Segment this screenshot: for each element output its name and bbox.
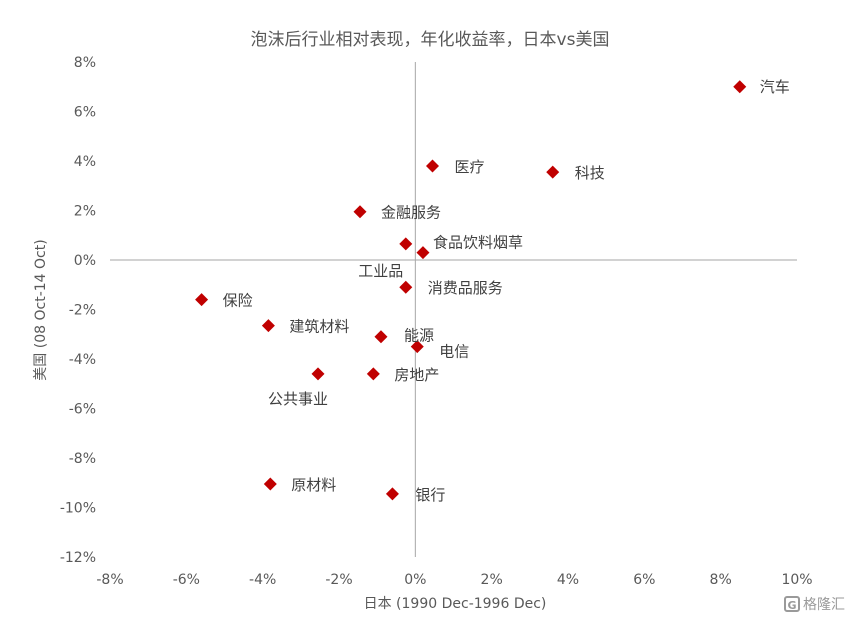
point-label: 金融服务 [381, 204, 441, 222]
x-tick-label: -8% [96, 572, 123, 588]
data-point [399, 237, 413, 251]
data-point [311, 367, 325, 381]
y-tick-label: 6% [74, 105, 96, 121]
point-label: 电信 [439, 343, 469, 361]
x-tick-labels: -8% -6% -4% -2% 0% 2% 4% 6% 8% 10% [96, 572, 812, 588]
x-tick-label: 6% [633, 572, 655, 588]
y-tick-label: 2% [74, 204, 96, 220]
point-label: 银行 [415, 486, 445, 504]
point-label: 能源 [404, 327, 434, 345]
data-point [385, 487, 399, 501]
y-tick-label: -2% [69, 303, 96, 319]
data-point [195, 293, 209, 307]
point-label: 房地产 [394, 366, 439, 384]
y-tick-label: 4% [74, 154, 96, 170]
y-tick-label: -10% [60, 501, 96, 517]
watermark-text: 格隆汇 [803, 597, 845, 613]
y-tick-label: 0% [74, 253, 96, 269]
watermark: G 格隆汇 [784, 594, 845, 614]
point-label: 科技 [575, 164, 605, 182]
point-label: 原材料 [291, 476, 336, 494]
data-point [416, 246, 430, 260]
point-label: 消费品服务 [428, 279, 503, 297]
x-tick-label: 8% [710, 572, 732, 588]
point-label: 公共事业 [268, 390, 328, 408]
y-tick-label: -4% [69, 352, 96, 368]
axes [110, 62, 797, 557]
x-tick-label: -2% [325, 572, 352, 588]
data-point [261, 319, 275, 333]
chart-title: 泡沫后行业相对表现，年化收益率，日本vs美国 [251, 30, 610, 50]
y-tick-labels: 8% 6% 4% 2% 0% -2% -4% -6% -8% -10% -12% [60, 55, 96, 566]
data-point [263, 477, 277, 491]
point-label: 工业品 [358, 262, 403, 280]
data-point [399, 280, 413, 294]
data-point [733, 80, 747, 94]
point-label: 保险 [223, 292, 253, 310]
y-tick-label: 8% [74, 55, 96, 71]
data-point [546, 165, 560, 179]
point-label: 医疗 [455, 158, 485, 176]
data-point [366, 367, 380, 381]
data-point [353, 205, 367, 219]
data-point [426, 159, 440, 173]
y-tick-label: -12% [60, 550, 96, 566]
point-label: 汽车 [760, 78, 790, 96]
x-tick-label: 0% [404, 572, 426, 588]
x-tick-label: -4% [249, 572, 276, 588]
x-tick-label: 4% [557, 572, 579, 588]
x-axis-label: 日本 (1990 Dec-1996 Dec) [364, 596, 547, 612]
data-point [410, 340, 424, 354]
y-tick-label: -8% [69, 451, 96, 467]
data-point [374, 330, 388, 344]
point-label: 建筑材料 [289, 318, 349, 336]
data-points [195, 80, 747, 501]
y-axis-label: 美国 (08 Oct-14 Oct) [33, 239, 49, 380]
x-tick-label: 2% [481, 572, 503, 588]
point-label: 食品饮料烟草 [433, 234, 523, 252]
gelonghui-logo-icon: G [784, 596, 800, 612]
y-tick-label: -6% [69, 402, 96, 418]
x-tick-label: 10% [781, 572, 812, 588]
x-tick-label: -6% [173, 572, 200, 588]
